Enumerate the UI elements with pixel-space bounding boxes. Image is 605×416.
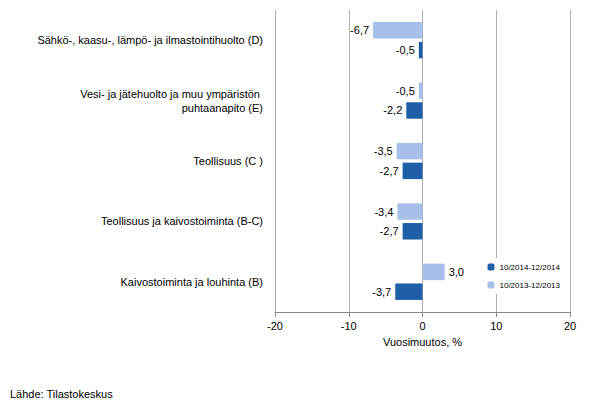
svg-text:Sähkö-, kaasu-, lämpö- ja ilma: Sähkö-, kaasu-, lämpö- ja ilmastointihuo… <box>37 34 263 46</box>
svg-text:Lähde: Tilastokeskus: Lähde: Tilastokeskus <box>10 388 113 400</box>
svg-text:10: 10 <box>490 320 502 332</box>
svg-text:puhtaanapito (E): puhtaanapito (E) <box>182 102 263 114</box>
svg-text:-0,5: -0,5 <box>396 85 415 97</box>
svg-text:Kaivostoiminta ja louhinta (B): Kaivostoiminta ja louhinta (B) <box>121 276 263 288</box>
svg-text:-0,5: -0,5 <box>396 44 415 56</box>
svg-text:-10: -10 <box>341 320 357 332</box>
svg-text:-2,7: -2,7 <box>380 165 399 177</box>
svg-text:-2,7: -2,7 <box>380 225 399 237</box>
svg-text:3,0: 3,0 <box>449 266 464 278</box>
svg-text:-2,2: -2,2 <box>383 104 402 116</box>
svg-text:Vuosimuutos, %: Vuosimuutos, % <box>383 336 462 348</box>
svg-text:Vesi- ja jätehuolto ja muu ymp: Vesi- ja jätehuolto ja muu ympäristön <box>80 88 263 100</box>
svg-text:-6,7: -6,7 <box>350 24 369 36</box>
svg-text:-20: -20 <box>267 320 283 332</box>
svg-text:Teollisuus (C ): Teollisuus (C ) <box>193 155 263 167</box>
svg-text:0: 0 <box>419 320 425 332</box>
svg-text:20: 20 <box>564 320 576 332</box>
svg-text:-3,7: -3,7 <box>372 286 391 298</box>
svg-text:-3,4: -3,4 <box>374 206 393 218</box>
svg-text:Teollisuus ja kaivostoiminta (: Teollisuus ja kaivostoiminta (B-C) <box>101 215 263 227</box>
svg-text:-3,5: -3,5 <box>374 145 393 157</box>
svg-text:10/2014-12/2014: 10/2014-12/2014 <box>500 263 561 272</box>
svg-text:10/2013-12/2013: 10/2013-12/2013 <box>500 281 561 290</box>
